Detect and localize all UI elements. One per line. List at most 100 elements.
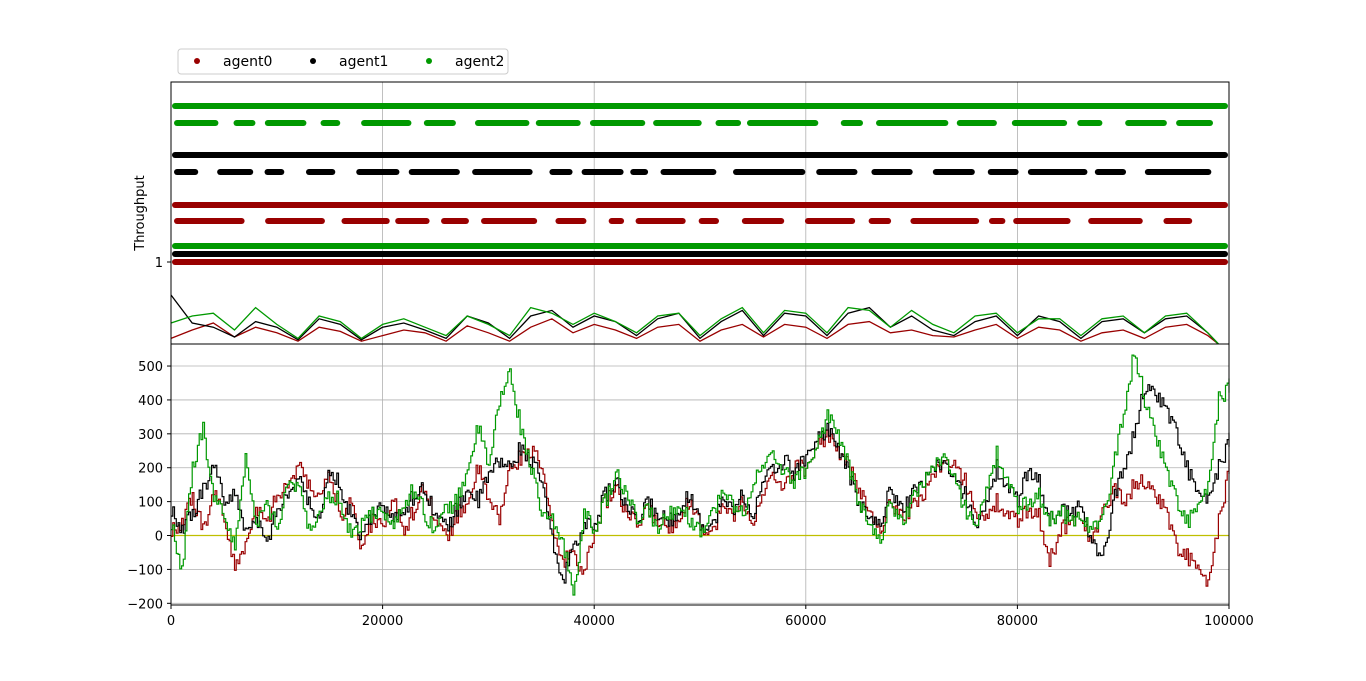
dot-segment xyxy=(341,218,390,224)
bottom-y-tick-label: −100 xyxy=(127,563,163,578)
dot-segment xyxy=(660,169,717,175)
legend-marker xyxy=(426,58,432,64)
top-y-ticks: 1 xyxy=(155,256,171,271)
dot-row-agent2 xyxy=(174,120,1213,126)
bottom-y-tick-label: 400 xyxy=(138,394,163,409)
dot-segment xyxy=(868,218,892,224)
bottom-y-tick-label: 200 xyxy=(138,462,163,477)
legend-marker xyxy=(194,58,200,64)
bottom-y-tick-label: −200 xyxy=(127,597,163,612)
dot-band xyxy=(172,259,1228,265)
dot-band xyxy=(172,202,1228,208)
dot-segment xyxy=(956,120,997,126)
dot-segment xyxy=(1077,120,1103,126)
dot-segment xyxy=(581,169,624,175)
top-panel: 1 Throughput xyxy=(133,81,1230,345)
bottom-x-tick-label: 20000 xyxy=(362,614,403,629)
dot-segment xyxy=(174,218,245,224)
top-y-axis-label: Throughput xyxy=(133,175,148,252)
dot-segment xyxy=(1027,169,1088,175)
bottom-x-tick-label: 0 xyxy=(167,614,175,629)
legend: agent0 agent1 agent2 xyxy=(177,48,509,75)
dot-segment xyxy=(1011,120,1068,126)
dot-band xyxy=(172,243,1228,249)
dot-segment xyxy=(305,169,336,175)
bottom-series-lines xyxy=(171,354,1230,596)
dot-segment xyxy=(264,120,307,126)
dot-segment xyxy=(174,120,219,126)
dot-segment xyxy=(1013,218,1071,224)
dot-segment xyxy=(474,120,530,126)
dot-segment xyxy=(840,120,864,126)
legend-box xyxy=(177,48,509,75)
dot-segment xyxy=(233,120,256,126)
dot-segment xyxy=(608,218,625,224)
dot-segment xyxy=(356,169,400,175)
dot-segment xyxy=(733,169,806,175)
bottom-x-tick-label: 100000 xyxy=(1204,614,1254,629)
dot-segment xyxy=(876,120,949,126)
dot-row-agent1 xyxy=(172,251,1228,257)
top-line-agent2 xyxy=(170,306,1219,345)
bottom-x-tick-label: 40000 xyxy=(574,614,615,629)
bottom-y-ticks: −200 −100 0 100 200 300 400 500 xyxy=(127,360,171,612)
dot-row-agent1 xyxy=(172,152,1228,158)
legend-marker xyxy=(310,58,316,64)
dot-band xyxy=(172,251,1228,257)
legend-label: agent1 xyxy=(339,54,388,70)
dot-row-agent0 xyxy=(172,259,1228,265)
dot-segment xyxy=(441,218,469,224)
legend-label: agent0 xyxy=(223,54,272,70)
dot-segment xyxy=(1125,120,1167,126)
dot-segment xyxy=(555,218,587,224)
top-throughput-lines xyxy=(170,294,1219,345)
dot-segment xyxy=(1094,169,1127,175)
dot-segment xyxy=(715,120,742,126)
dot-row-agent1 xyxy=(174,169,1212,175)
bottom-x-tick-label: 60000 xyxy=(785,614,826,629)
dot-segment xyxy=(1163,218,1193,224)
dot-segment xyxy=(871,169,913,175)
dot-segment xyxy=(804,218,856,224)
dot-segment xyxy=(423,120,456,126)
dot-segment xyxy=(1088,218,1143,224)
legend-entry-agent2: agent2 xyxy=(426,54,504,70)
dot-band xyxy=(172,103,1228,109)
dot-segment xyxy=(535,120,581,126)
dot-segment xyxy=(408,169,460,175)
dot-segment xyxy=(481,218,538,224)
bottom-panel: −200 −100 0 100 200 300 400 500 0 20000 40000 6000… xyxy=(127,343,1254,629)
top-line-agent1 xyxy=(170,294,1219,345)
dot-segment xyxy=(932,169,975,175)
dot-segment xyxy=(589,120,646,126)
dot-row-agent2 xyxy=(172,243,1228,249)
dot-segment xyxy=(264,169,285,175)
dot-segment xyxy=(653,120,702,126)
bottom-x-tick-label: 80000 xyxy=(997,614,1038,629)
dot-segment xyxy=(472,169,533,175)
dot-segment xyxy=(1176,120,1213,126)
dot-segment xyxy=(1144,169,1212,175)
legend-entry-agent1: agent1 xyxy=(310,54,388,70)
dot-segment xyxy=(361,120,412,126)
dot-band xyxy=(172,152,1228,158)
bottom-x-ticks: 0 20000 40000 60000 80000 100000 xyxy=(167,605,1254,629)
dot-row-agent0 xyxy=(174,218,1193,224)
legend-entry-agent0: agent0 xyxy=(194,54,272,70)
dot-segment xyxy=(635,218,686,224)
bottom-axes-frame xyxy=(170,343,1230,606)
top-y-tick-label: 1 xyxy=(155,256,163,271)
dot-segment xyxy=(265,218,325,224)
dot-segment xyxy=(987,169,1019,175)
dot-segment xyxy=(630,169,649,175)
dot-row-agent2 xyxy=(172,103,1228,109)
bottom-y-tick-label: 0 xyxy=(155,530,163,545)
dot-segment xyxy=(549,169,573,175)
dot-segment xyxy=(698,218,720,224)
dot-segment xyxy=(816,169,858,175)
dot-segment xyxy=(217,169,254,175)
dot-segment xyxy=(741,218,785,224)
dot-segment xyxy=(910,218,980,224)
dot-row-agent0 xyxy=(172,202,1228,208)
